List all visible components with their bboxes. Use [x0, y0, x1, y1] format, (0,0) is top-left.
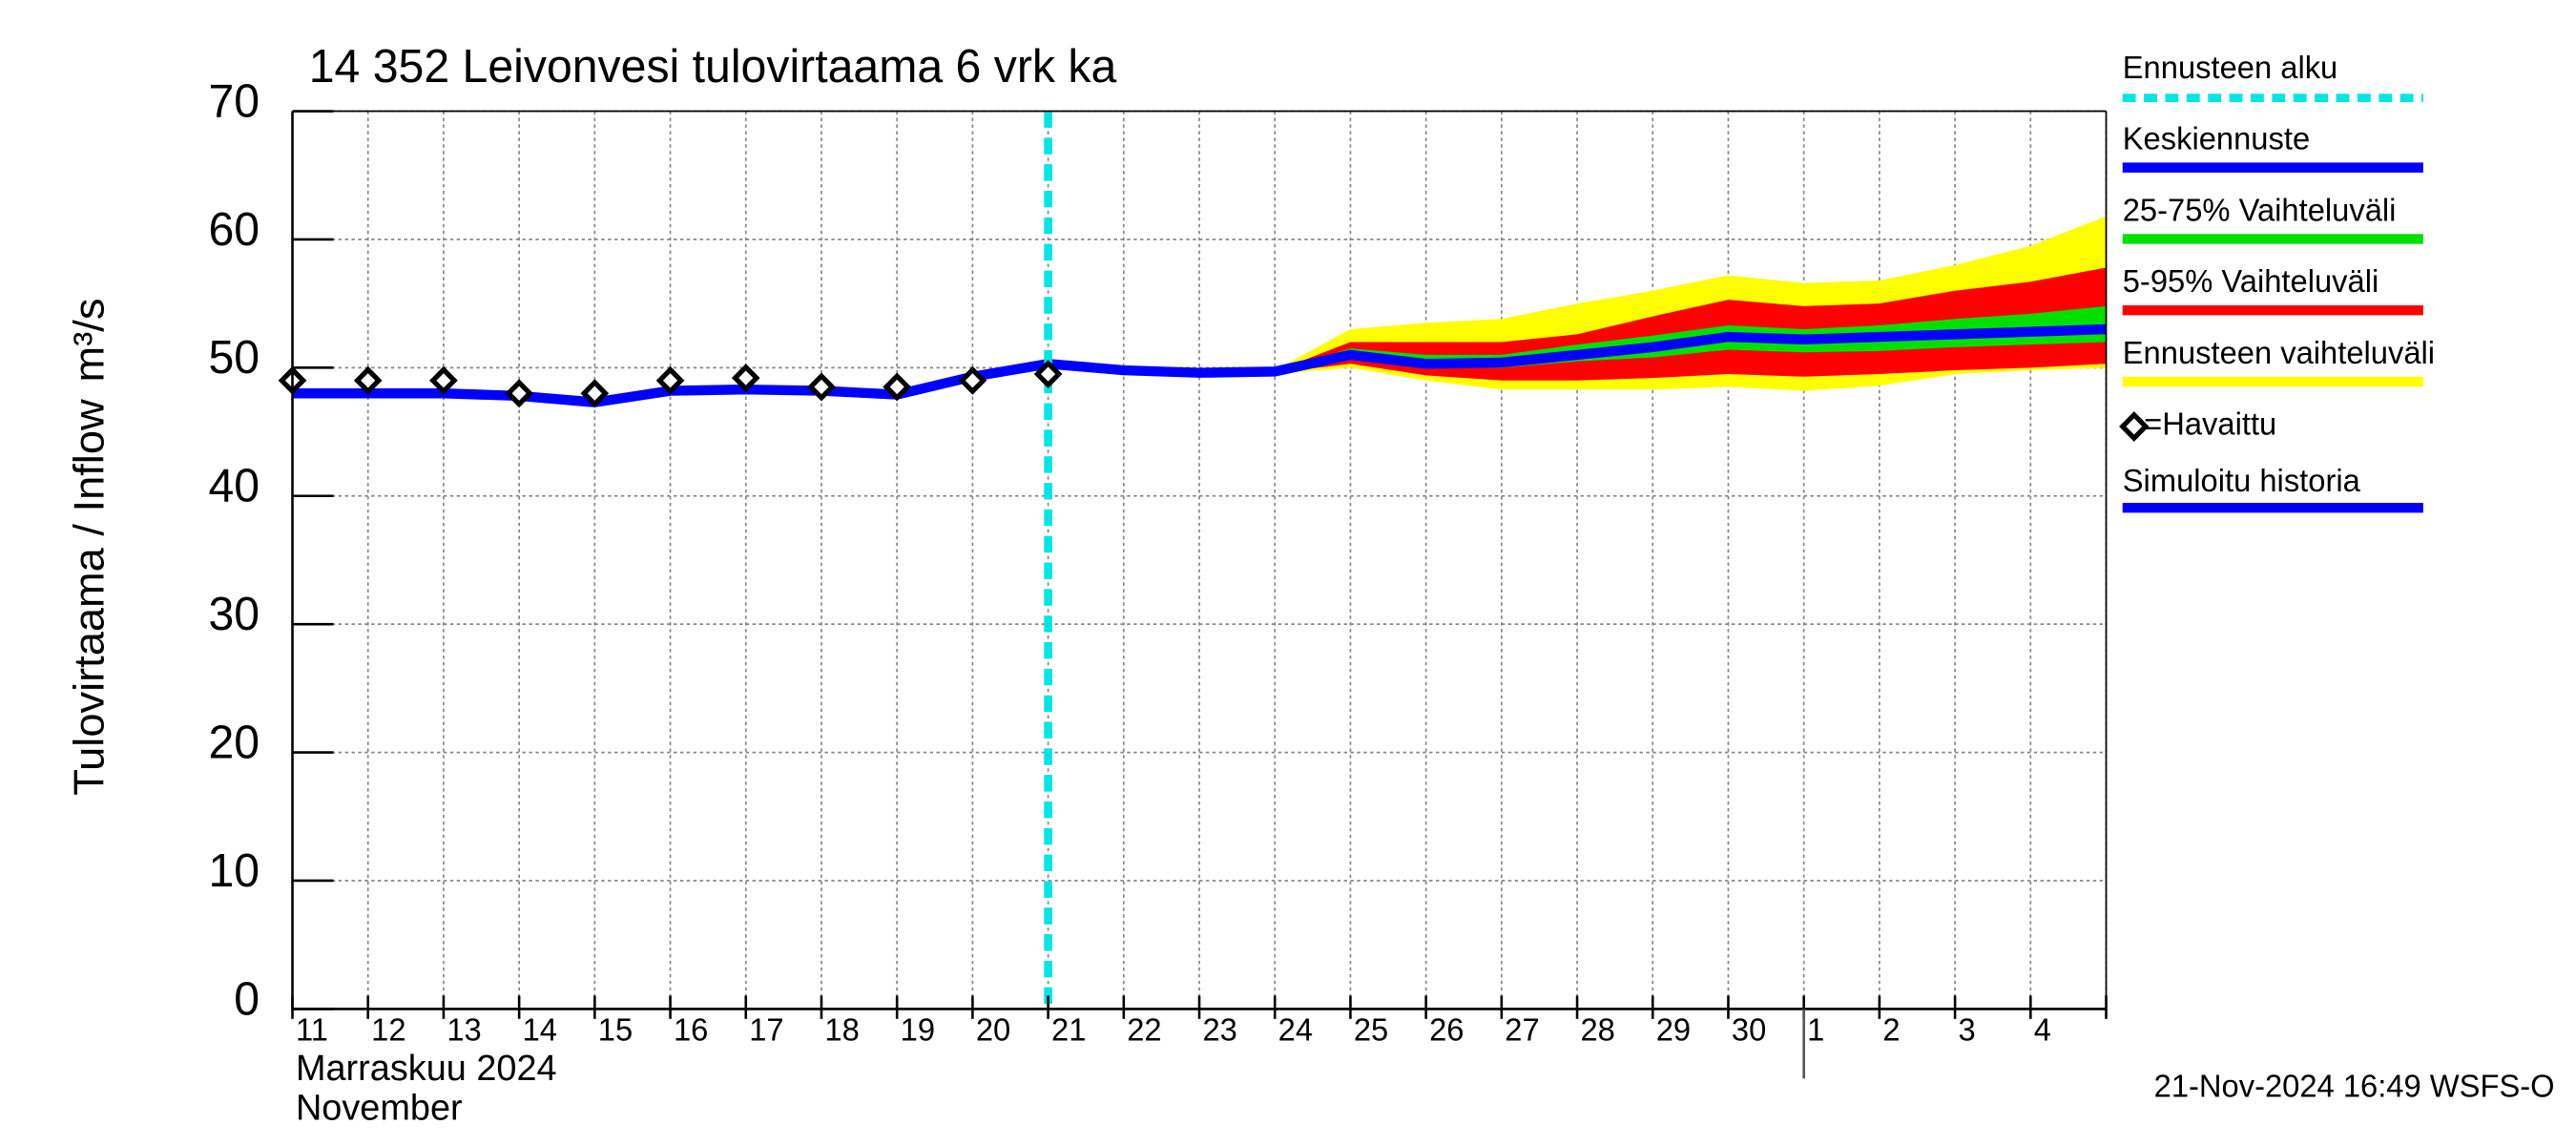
observed-point: [655, 365, 685, 395]
x-tick-label: 30: [1732, 1011, 1766, 1047]
x-tick-label: 29: [1656, 1011, 1691, 1047]
y-tick-label: 70: [208, 75, 260, 127]
legend-label: 5-95% Vaihteluväli: [2123, 263, 2379, 299]
x-tick-label: 23: [1202, 1011, 1236, 1047]
x-tick-label: 15: [598, 1011, 633, 1047]
observed-point: [580, 379, 610, 408]
x-tick-label: 14: [523, 1011, 557, 1047]
footer: 21-Nov-2024 16:49 WSFS-O: [2154, 1068, 2555, 1103]
x-tick-label: 25: [1354, 1011, 1388, 1047]
legend-marker: [2119, 411, 2150, 442]
x-tick-label: 19: [901, 1011, 935, 1047]
observed-point: [883, 372, 912, 402]
x-tick-label: 3: [1959, 1011, 1976, 1047]
y-tick-label: 40: [208, 460, 260, 511]
y-axis-unit: m³/s: [64, 299, 113, 383]
x-tick-label: 2: [1882, 1011, 1900, 1047]
observed-point: [1033, 360, 1063, 389]
x-tick-label: 22: [1127, 1011, 1161, 1047]
legend-label: Ennusteen alku: [2123, 50, 2338, 85]
x-tick-label: 18: [824, 1011, 859, 1047]
x-tick-label: 12: [371, 1011, 405, 1047]
x-axis-label: November: [296, 1088, 463, 1128]
x-tick-label: 26: [1429, 1011, 1464, 1047]
observed-point: [353, 365, 383, 395]
y-tick-label: 20: [208, 717, 260, 768]
x-tick-label: 20: [976, 1011, 1010, 1047]
x-tick-label: 17: [749, 1011, 783, 1047]
legend-label: Keskiennuste: [2123, 120, 2310, 156]
observed-point: [731, 364, 760, 393]
x-tick-label: 24: [1278, 1011, 1313, 1047]
y-tick-label: 50: [208, 332, 260, 384]
x-tick-label: 27: [1505, 1011, 1539, 1047]
y-tick-label: 10: [208, 845, 260, 897]
y-tick-label: 0: [234, 973, 260, 1025]
y-tick-label: 30: [208, 589, 260, 640]
legend-label: =Havaittu: [2144, 406, 2276, 442]
x-axis-label: Marraskuu 2024: [296, 1049, 557, 1089]
x-tick-label: 21: [1051, 1011, 1086, 1047]
x-tick-label: 16: [674, 1011, 708, 1047]
legend-label: Ennusteen vaihteluväli: [2123, 335, 2435, 370]
chart-title: 14 352 Leivonvesi tulovirtaama 6 vrk ka: [309, 41, 1117, 93]
x-tick-label: 4: [2034, 1011, 2051, 1047]
y-tick-label: 60: [208, 204, 260, 256]
observed-point: [958, 365, 987, 395]
x-tick-label: 11: [296, 1011, 328, 1047]
observed-point: [505, 379, 533, 408]
observed-point: [807, 372, 836, 402]
x-tick-label: 13: [447, 1011, 481, 1047]
x-tick-label: 28: [1581, 1011, 1615, 1047]
observed-point: [429, 365, 458, 395]
mean-forecast-line: [1048, 323, 2107, 378]
x-tick-label: 1: [1807, 1011, 1824, 1047]
legend-label: 25-75% Vaihteluväli: [2123, 192, 2397, 227]
y-axis-label: Tulovirtaama / Inflow: [64, 399, 113, 796]
legend-label: Simuloitu historia: [2123, 463, 2361, 498]
forecast-band: [1048, 267, 2107, 381]
